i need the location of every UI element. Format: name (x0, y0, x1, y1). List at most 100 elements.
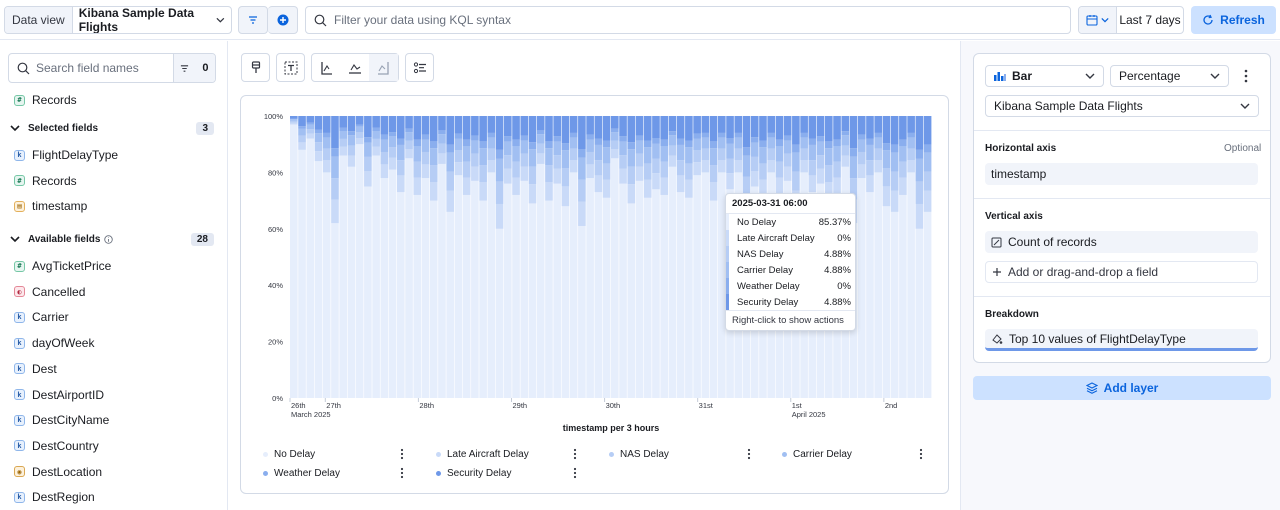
bar-segment-security-delay[interactable] (709, 116, 718, 142)
bar-stack[interactable] (355, 116, 364, 398)
bar-segment-weather-delay[interactable] (825, 141, 833, 149)
bar-segment-carrier-delay[interactable] (421, 139, 430, 152)
bar-stack[interactable] (668, 116, 677, 398)
bar-segment-late-aircraft-delay[interactable] (619, 168, 627, 184)
bar-segment-no-delay[interactable] (536, 163, 545, 398)
bar-segment-carrier-delay[interactable] (709, 148, 718, 166)
bar-segment-late-aircraft-delay[interactable] (882, 186, 891, 207)
bar-segment-late-aircraft-delay[interactable] (471, 166, 479, 181)
bar-segment-nas-delay[interactable] (561, 168, 570, 187)
bar-segment-no-delay[interactable] (923, 211, 932, 398)
bar-segment-weather-delay[interactable] (578, 148, 586, 158)
bar-stack[interactable] (685, 116, 693, 398)
bar-segment-nas-delay[interactable] (775, 161, 784, 178)
bar-segment-nas-delay[interactable] (413, 161, 422, 178)
bar-segment-nas-delay[interactable] (685, 163, 693, 180)
bar-segment-weather-delay[interactable] (808, 138, 817, 145)
bar-segment-security-delay[interactable] (372, 116, 380, 128)
bar-stack[interactable] (693, 116, 701, 398)
titles-and-text-button[interactable] (276, 53, 305, 82)
bar-segment-weather-delay[interactable] (322, 132, 331, 138)
bar-segment-late-aircraft-delay[interactable] (643, 179, 652, 198)
bar-stack[interactable] (545, 116, 553, 398)
bar-segment-late-aircraft-delay[interactable] (553, 168, 562, 184)
legend-item-actions-button[interactable] (399, 467, 405, 481)
bar-segment-nas-delay[interactable] (652, 158, 660, 174)
bar-segment-weather-delay[interactable] (438, 130, 446, 135)
bar-segment-late-aircraft-delay[interactable] (479, 181, 487, 201)
bar-stack[interactable] (528, 116, 537, 398)
bar-segment-weather-delay[interactable] (899, 139, 907, 147)
bar-segment-carrier-delay[interactable] (792, 152, 800, 172)
bar-segment-nas-delay[interactable] (298, 135, 306, 143)
bar-stack[interactable] (578, 116, 586, 398)
bar-segment-weather-delay[interactable] (454, 133, 463, 139)
bar-segment-weather-delay[interactable] (619, 136, 627, 142)
bar-segment-carrier-delay[interactable] (355, 126, 364, 133)
bar-segment-weather-delay[interactable] (792, 144, 800, 153)
bar-segment-security-delay[interactable] (397, 116, 405, 139)
bar-segment-late-aircraft-delay[interactable] (718, 159, 726, 173)
bar-segment-security-delay[interactable] (413, 116, 422, 140)
field-item[interactable]: ▤ timestamp (14, 196, 87, 216)
bar-segment-late-aircraft-delay[interactable] (923, 190, 932, 212)
bar-segment-weather-delay[interactable] (347, 131, 356, 136)
bar-segment-late-aircraft-delay[interactable] (775, 177, 784, 195)
bar-segment-late-aircraft-delay[interactable] (438, 153, 446, 164)
bar-segment-no-delay[interactable] (405, 158, 413, 398)
bar-segment-nas-delay[interactable] (520, 153, 529, 167)
bar-segment-late-aircraft-delay[interactable] (907, 159, 915, 173)
field-item[interactable]: k dayOfWeek (14, 333, 94, 353)
bar-segment-late-aircraft-delay[interactable] (429, 181, 438, 201)
legend-item-actions-button[interactable] (746, 448, 752, 462)
bar-segment-no-delay[interactable] (454, 175, 463, 398)
bar-segment-no-delay[interactable] (718, 172, 726, 398)
bar-segment-carrier-delay[interactable] (479, 148, 487, 166)
bar-segment-security-delay[interactable] (487, 116, 496, 133)
add-filter-button[interactable] (268, 6, 298, 34)
bar-segment-carrier-delay[interactable] (643, 147, 652, 164)
bar-stack[interactable] (882, 116, 891, 398)
bar-segment-nas-delay[interactable] (314, 142, 323, 152)
bar-segment-no-delay[interactable] (693, 175, 701, 398)
bar-segment-no-delay[interactable] (347, 166, 356, 398)
bar-segment-nas-delay[interactable] (602, 163, 611, 180)
bar-segment-carrier-delay[interactable] (594, 144, 603, 161)
field-item[interactable]: k Carrier (14, 307, 69, 327)
bar-segment-security-delay[interactable] (314, 116, 323, 130)
bar-segment-carrier-delay[interactable] (750, 142, 759, 157)
bar-segment-late-aircraft-delay[interactable] (355, 137, 364, 145)
bar-segment-no-delay[interactable] (413, 194, 422, 398)
bar-segment-security-delay[interactable] (602, 116, 611, 141)
bar-segment-security-delay[interactable] (504, 116, 512, 137)
bar-segment-security-delay[interactable] (899, 116, 907, 140)
bar-segment-no-delay[interactable] (594, 192, 603, 398)
bar-segment-weather-delay[interactable] (652, 137, 660, 144)
legend-item[interactable]: No Delay (263, 447, 315, 461)
bar-segment-security-delay[interactable] (685, 116, 693, 141)
bar-stack[interactable] (907, 116, 915, 398)
bar-segment-weather-delay[interactable] (726, 137, 734, 144)
bar-stack[interactable] (915, 116, 924, 398)
bar-segment-weather-delay[interactable] (668, 131, 677, 136)
bar-segment-late-aircraft-delay[interactable] (800, 159, 808, 173)
bar-segment-nas-delay[interactable] (347, 145, 356, 156)
bar-segment-late-aircraft-delay[interactable] (586, 164, 594, 179)
field-item[interactable]: k DestRegion (14, 487, 95, 507)
bar-segment-security-delay[interactable] (471, 116, 479, 136)
bar-segment-late-aircraft-delay[interactable] (825, 181, 833, 201)
bar-segment-nas-delay[interactable] (709, 165, 718, 182)
bar-segment-carrier-delay[interactable] (627, 149, 636, 167)
bar-segment-late-aircraft-delay[interactable] (536, 153, 545, 164)
bar-segment-nas-delay[interactable] (438, 143, 446, 154)
bar-segment-nas-delay[interactable] (693, 150, 701, 163)
bar-segment-nas-delay[interactable] (742, 176, 751, 198)
bar-segment-weather-delay[interactable] (536, 130, 545, 135)
bar-segment-security-delay[interactable] (693, 116, 701, 134)
data-view-value[interactable]: Kibana Sample Data Flights (73, 7, 231, 33)
bar-stack[interactable] (866, 116, 874, 398)
bar-stack[interactable] (331, 116, 339, 398)
bar-segment-security-delay[interactable] (454, 116, 463, 134)
bar-segment-carrier-delay[interactable] (454, 138, 463, 151)
bar-segment-security-delay[interactable] (364, 116, 372, 138)
